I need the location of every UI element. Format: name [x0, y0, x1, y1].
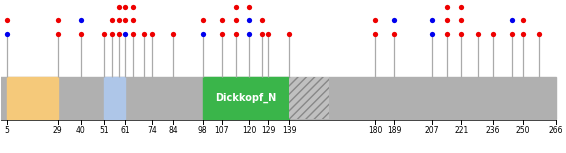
Text: 139: 139 — [282, 126, 296, 135]
Text: 61: 61 — [120, 126, 130, 135]
Bar — [7, 76, 58, 119]
Text: 250: 250 — [515, 126, 530, 135]
Text: Dickkopf_N: Dickkopf_N — [215, 93, 276, 103]
Text: 5: 5 — [5, 126, 10, 135]
Text: 84: 84 — [169, 126, 178, 135]
Bar — [0, 76, 556, 119]
Text: 74: 74 — [147, 126, 157, 135]
Bar — [104, 76, 125, 119]
Text: 51: 51 — [99, 126, 109, 135]
Text: 189: 189 — [387, 126, 401, 135]
Text: 120: 120 — [242, 126, 256, 135]
Text: 129: 129 — [261, 126, 275, 135]
Bar — [289, 76, 329, 119]
Text: 266: 266 — [549, 126, 563, 135]
Text: 207: 207 — [425, 126, 439, 135]
Bar — [203, 76, 289, 119]
Text: 236: 236 — [486, 126, 500, 135]
Text: 40: 40 — [76, 126, 85, 135]
Text: 98: 98 — [198, 126, 208, 135]
Text: 221: 221 — [454, 126, 469, 135]
Text: 107: 107 — [215, 126, 229, 135]
Text: 29: 29 — [53, 126, 62, 135]
Text: 180: 180 — [368, 126, 383, 135]
